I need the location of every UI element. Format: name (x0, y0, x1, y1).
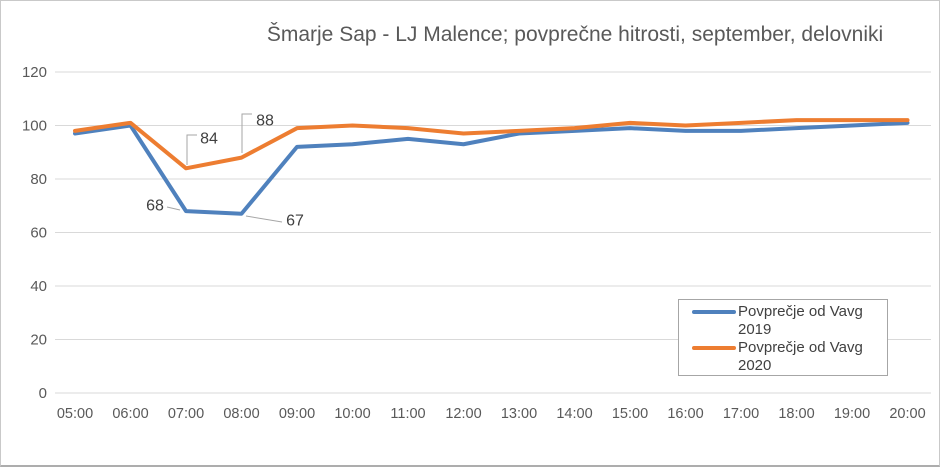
y-axis-tick-label: 120 (22, 64, 47, 81)
x-axis-tick-label: 13:00 (501, 406, 537, 422)
data-label: 68 (146, 198, 164, 215)
y-axis-tick-label: 60 (30, 225, 47, 242)
legend-label: Povprečje od Vavg 2020 (738, 339, 863, 374)
y-axis-tick-label: 40 (30, 278, 47, 295)
legend-swatch-2019 (692, 310, 736, 314)
x-axis-tick-label: 08:00 (223, 406, 259, 422)
data-label: 84 (200, 131, 218, 148)
x-axis-tick-label: 16:00 (667, 406, 703, 422)
series-line-2020 (73, 118, 910, 171)
x-axis-tick-label: 10:00 (334, 406, 370, 422)
y-axis-tick-label: 0 (39, 385, 47, 402)
legend-item: Povprečje od Vavg 2019 (690, 303, 887, 339)
x-axis-tick-label: 14:00 (556, 406, 592, 422)
x-axis-tick-label: 05:00 (57, 406, 93, 422)
x-axis-tick-label: 17:00 (723, 406, 759, 422)
x-axis-tick-label: 12:00 (445, 406, 481, 422)
x-axis-tick-label: 09:00 (279, 406, 315, 422)
leader-line (186, 134, 197, 165)
leader-line (241, 113, 252, 153)
legend-swatch-2020 (692, 346, 736, 350)
data-label: 88 (256, 113, 274, 130)
x-axis-tick-label: 07:00 (168, 406, 204, 422)
x-axis-tick-label: 06:00 (112, 406, 148, 422)
y-axis-tick-label: 80 (30, 171, 47, 188)
x-axis-tick-label: 11:00 (390, 406, 425, 422)
legend: Povprečje od Vavg 2019 Povprečje od Vavg… (678, 299, 888, 376)
leader-line (166, 206, 181, 211)
data-label: 67 (286, 213, 304, 230)
x-axis-tick-label: 20:00 (889, 406, 925, 422)
y-axis-tick-label: 20 (30, 332, 47, 349)
chart-title: Šmarje Sap - LJ Malence; povprečne hitro… (266, 23, 884, 46)
x-axis-tick-label: 19:00 (834, 406, 870, 422)
x-axis-tick-label: 18:00 (778, 406, 814, 422)
leader-line (245, 215, 283, 223)
y-axis-tick-label: 100 (22, 118, 47, 135)
series-line-2019 (73, 120, 910, 216)
x-axis-tick-label: 15:00 (612, 406, 648, 422)
legend-item: Povprečje od Vavg 2020 (690, 339, 887, 375)
legend-label: Povprečje od Vavg 2019 (738, 303, 863, 338)
